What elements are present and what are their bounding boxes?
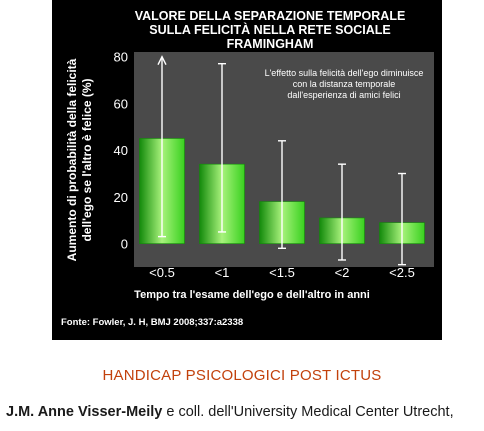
error-bars (157, 55, 406, 266)
annotation-line: L'effetto sulla felicità dell'ego diminu… (265, 68, 424, 78)
error-bar (338, 163, 346, 261)
bar-chart: VALORE DELLA SEPARAZIONE TEMPORALESULLA … (61, 9, 434, 328)
y-axis-label-line: Aumento di probabilità della felicità (65, 58, 79, 261)
y-tick-label: 60 (114, 96, 128, 111)
error-bar (398, 172, 406, 266)
y-axis-ticks: 0 20 40 60 80 (114, 50, 128, 252)
chart-annotation: L'effetto sulla felicità dell'ego diminu… (265, 68, 424, 100)
caption-text: e coll. dell'University Medical Center U… (162, 404, 454, 420)
error-bar (278, 140, 286, 250)
chart-figure: VALORE DELLA SEPARAZIONE TEMPORALE SULLA … (52, 0, 442, 340)
x-tick-label: <1.5 (269, 265, 295, 280)
chart-title-line: VALORE DELLA SEPARAZIONE TEMPORALE (135, 9, 406, 23)
x-tick-label: <0.5 (149, 265, 175, 280)
y-tick-label: 20 (114, 190, 128, 205)
y-tick-label: 0 (121, 237, 128, 252)
y-tick-label: 80 (114, 50, 128, 65)
error-bar (157, 55, 167, 238)
annotation-line: dall'esperienza di amici felici (287, 90, 400, 100)
chart-source: Fonte: Fowler, J. H, BMJ 2008;337:a2338 (61, 317, 243, 328)
chart-title: VALORE DELLA SEPARAZIONE TEMPORALESULLA … (135, 9, 406, 51)
x-axis-label: Tempo tra l'esame dell'ego e dell'altro … (134, 289, 370, 301)
x-axis-ticks: <0.5 <1 <1.5 <2 <2.5 (149, 265, 415, 280)
caption-author: J.M. Anne Visser-Meily (6, 404, 163, 420)
caption: J.M. Anne Visser-Meily e coll. dell'Univ… (6, 404, 482, 420)
chart-title-line: SULLA FELICITÀ NELLA RETE SOCIALE (149, 22, 390, 37)
x-tick-label: <2 (335, 265, 350, 280)
x-tick-label: <1 (215, 265, 230, 280)
x-tick-label: <2.5 (389, 265, 415, 280)
y-tick-label: 40 (114, 143, 128, 158)
section-heading: HANDICAP PSICOLOGICI POST ICTUS (102, 367, 382, 384)
annotation-line: con la distanza temporale (293, 79, 396, 89)
y-axis-label-line: dell'ego se l'altro è felice (%) (80, 78, 94, 241)
error-bar (218, 62, 226, 233)
y-axis-label: Aumento di probabilità della felicità del… (65, 58, 94, 261)
chart-title-line: FRAMINGHAM (227, 37, 314, 51)
